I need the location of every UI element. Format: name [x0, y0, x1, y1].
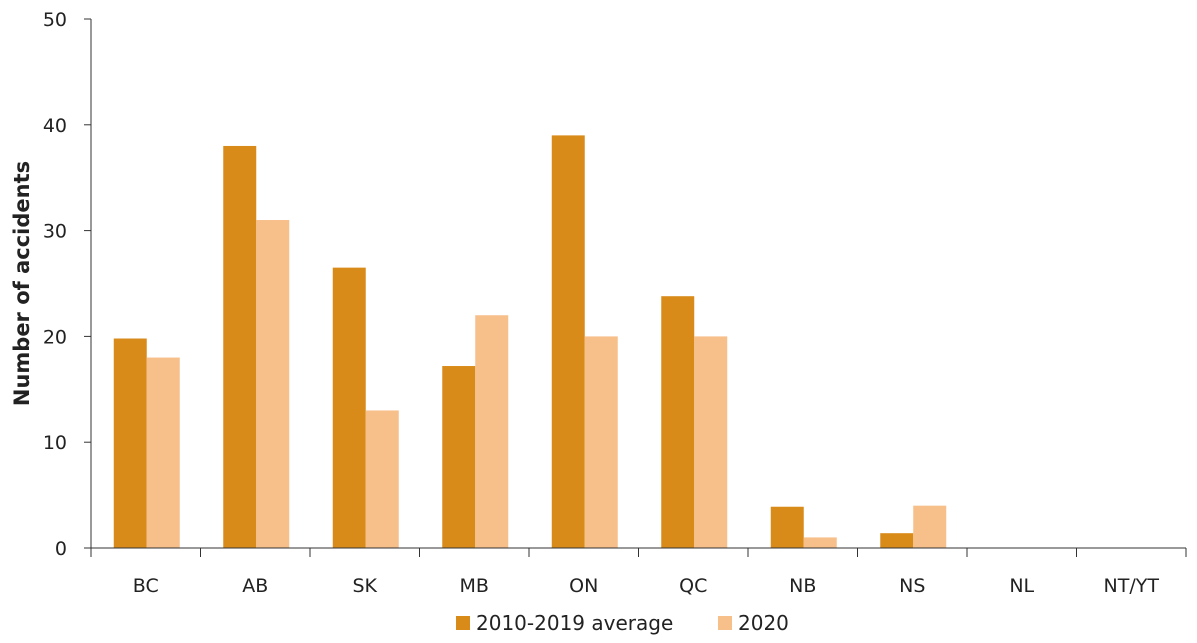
bar-nb-series-1	[770, 506, 804, 548]
bar-qc-series-1	[661, 296, 695, 548]
bar-ab-series-1	[223, 145, 257, 548]
y-tick-label: 10	[43, 432, 67, 454]
legend: 2010-2019 average 2020	[456, 611, 789, 635]
legend-swatch-2	[718, 616, 732, 630]
y-tick-label: 0	[55, 538, 67, 560]
y-tick-label: 20	[43, 326, 67, 348]
legend-label-1: 2010-2019 average	[476, 611, 673, 635]
x-tick-label: MB	[460, 575, 489, 597]
bar-ns-series-1	[880, 533, 914, 548]
legend-swatch-1	[456, 616, 470, 630]
x-tick-label: AB	[242, 575, 268, 597]
x-tick-label: NL	[1009, 575, 1034, 597]
y-tick-label: 50	[43, 9, 67, 31]
bar-qc-series-2	[694, 336, 728, 548]
bar-bc-series-2	[146, 357, 180, 548]
bar-ns-series-2	[913, 505, 947, 548]
x-tick-label: SK	[352, 575, 377, 597]
bar-bc-series-1	[113, 338, 147, 548]
bar-sk-series-1	[332, 267, 366, 548]
y-tick-label: 30	[43, 221, 67, 243]
bar-on-series-1	[551, 135, 585, 548]
bars-layer	[113, 135, 947, 548]
bar-on-series-2	[584, 336, 618, 548]
x-tick-label: NB	[789, 575, 816, 597]
x-tick-label: BC	[133, 575, 159, 597]
x-tick-label: ON	[569, 575, 598, 597]
x-tick-label: QC	[679, 575, 707, 597]
y-tick-label: 40	[43, 115, 67, 137]
y-axis-title: Number of accidents	[10, 161, 34, 406]
bar-ab-series-2	[256, 220, 290, 548]
x-ticks: BC AB SK MB ON QC NB NS NL NT/YT	[90, 548, 1187, 597]
bar-mb-series-1	[442, 366, 476, 548]
x-tick-label: NT/YT	[1104, 575, 1160, 597]
bar-mb-series-2	[475, 315, 509, 548]
bar-nb-series-2	[803, 537, 837, 548]
x-tick-label: NS	[899, 575, 925, 597]
legend-label-2: 2020	[738, 611, 789, 635]
bar-sk-series-2	[365, 410, 399, 548]
y-ticks: 0 10 20 30 40 50	[43, 9, 91, 560]
